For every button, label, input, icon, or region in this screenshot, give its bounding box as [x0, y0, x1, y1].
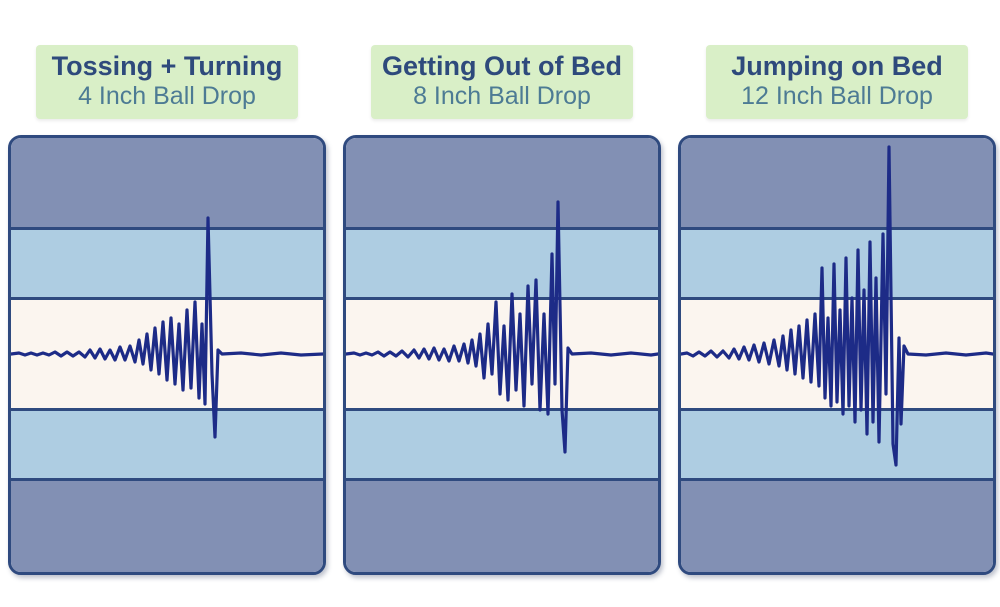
layer-divider — [346, 227, 658, 231]
seismograph-panel — [678, 135, 996, 576]
mattress-layer-bottom-dark — [11, 481, 323, 573]
mattress-layer-upper-light — [346, 230, 658, 298]
layer-divider — [681, 297, 993, 301]
test-header: Tossing + Turning 4 Inch Ball Drop — [36, 45, 298, 120]
mattress-layer-lower-light — [681, 411, 993, 479]
test-header: Getting Out of Bed 8 Inch Ball Drop — [371, 45, 633, 120]
test-header: Jumping on Bed 12 Inch Ball Drop — [706, 45, 968, 120]
mattress-layer-lower-light — [346, 411, 658, 479]
layer-divider — [346, 297, 658, 301]
mattress-layer-top-dark — [11, 138, 323, 228]
layer-divider — [11, 227, 323, 231]
layer-divider — [681, 227, 993, 231]
layer-divider — [681, 478, 993, 482]
seismograph-panel — [343, 135, 661, 576]
layer-divider — [681, 408, 993, 412]
test-title: Getting Out of Bed — [382, 51, 622, 81]
mattress-layer-top-dark — [346, 138, 658, 228]
vibration-waveform — [11, 216, 323, 439]
mattress-layer-upper-light — [11, 230, 323, 298]
test-subtitle: 4 Inch Ball Drop — [78, 82, 256, 111]
mattress-layer-bottom-dark — [681, 481, 993, 573]
vibration-waveform — [346, 200, 658, 454]
test-title: Jumping on Bed — [731, 51, 943, 81]
layer-divider — [11, 408, 323, 412]
layer-divider — [346, 478, 658, 482]
test-column-tossing-turning: Tossing + Turning 4 Inch Ball Drop — [8, 45, 326, 576]
layer-divider — [11, 297, 323, 301]
mattress-layer-top-dark — [681, 138, 993, 228]
mattress-layer-lower-light — [11, 411, 323, 479]
vibration-waveform — [681, 145, 993, 467]
mattress-layer-bottom-dark — [346, 481, 658, 573]
seismograph-panel — [8, 135, 326, 576]
mattress-motion-test-figure: Tossing + Turning 4 Inch Ball Drop Getti… — [8, 45, 996, 576]
mattress-layer-upper-light — [681, 230, 993, 298]
test-column-jumping-on-bed: Jumping on Bed 12 Inch Ball Drop — [678, 45, 996, 576]
test-subtitle: 12 Inch Ball Drop — [741, 82, 933, 111]
test-column-getting-out-of-bed: Getting Out of Bed 8 Inch Ball Drop — [343, 45, 661, 576]
layer-divider — [11, 478, 323, 482]
test-subtitle: 8 Inch Ball Drop — [413, 82, 591, 111]
layer-divider — [346, 408, 658, 412]
test-title: Tossing + Turning — [51, 51, 283, 81]
